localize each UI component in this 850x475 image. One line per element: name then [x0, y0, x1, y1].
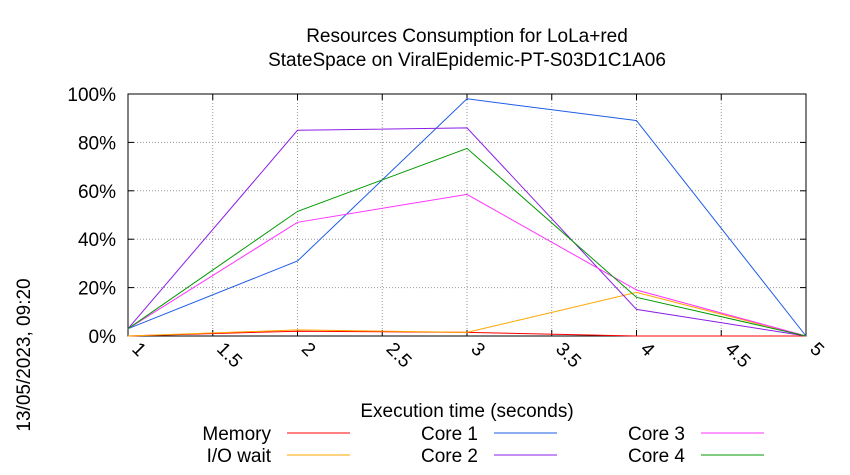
legend-label-core-3: Core 3	[628, 424, 685, 445]
series-line-i-o-wait	[127, 291, 807, 337]
series-lines	[127, 98, 807, 337]
y-tick-label: 60%	[78, 182, 116, 203]
series-line-core-3	[127, 193, 807, 337]
grid-lines	[127, 93, 807, 337]
y-tick-label: 100%	[67, 85, 116, 106]
x-tick-labels: 1 1.5 2 2.5 3 3.5 4 4.5 5	[127, 339, 827, 373]
y-tick-label: 0%	[89, 327, 117, 348]
legend-label-core-1: Core 1	[421, 424, 478, 445]
x-tick-label: 3.5	[551, 339, 585, 373]
series-line-core-2	[127, 127, 807, 337]
side-timestamp-label: 13/05/2023, 09:20	[14, 278, 35, 431]
x-tick-label: 3	[466, 339, 488, 361]
legend-label-core-4: Core 4	[628, 446, 685, 467]
x-tick-label: 2.5	[382, 339, 416, 373]
x-tick-label: 4	[636, 339, 659, 362]
y-tick-label: 80%	[78, 133, 116, 154]
x-axis-label: Execution time (seconds)	[360, 401, 573, 422]
y-tick-label: 40%	[78, 230, 116, 251]
y-tick-labels: 0% 20% 40% 60% 80% 100%	[67, 85, 116, 348]
chart-title-line2: StateSpace on ViralEpidemic-PT-S03D1C1A0…	[268, 50, 666, 71]
legend-label-memory: Memory	[202, 424, 271, 445]
series-line-core-4	[127, 147, 807, 337]
legend-label-i-o-wait: I/O wait	[207, 446, 272, 467]
y-tick-label: 20%	[78, 279, 116, 300]
chart-title-line1: Resources Consumption for LoLa+red	[306, 26, 628, 47]
x-tick-label: 2	[297, 339, 319, 361]
x-tick-label: 1.5	[212, 339, 246, 373]
series-line-core-1	[127, 98, 807, 337]
x-tick-label: 5	[805, 339, 827, 361]
x-tick-label: 4.5	[721, 339, 755, 373]
x-tick-label: 1	[127, 339, 149, 361]
legend-label-core-2: Core 2	[421, 446, 478, 467]
